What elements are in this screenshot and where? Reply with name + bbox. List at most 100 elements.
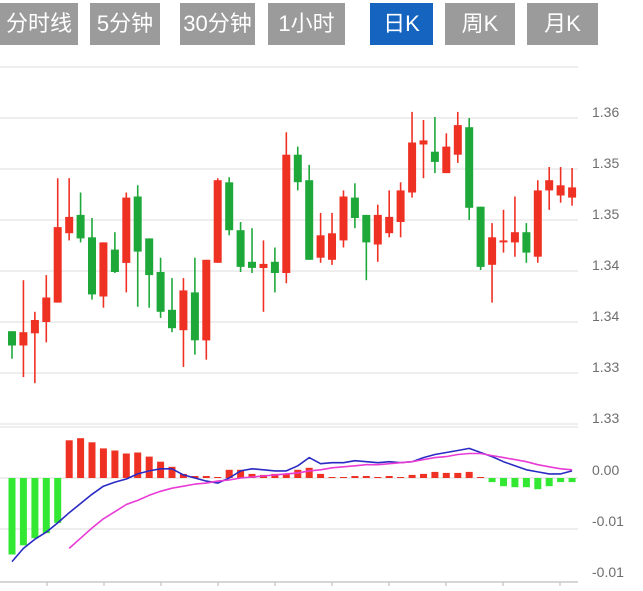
macd-bar xyxy=(168,466,176,478)
tab-1hour[interactable]: 1小时 xyxy=(268,3,345,45)
macd-bar xyxy=(397,477,405,478)
candle-body xyxy=(53,227,62,303)
price-tick-label: 1.36 xyxy=(592,104,619,120)
tab-30min[interactable]: 30分钟 xyxy=(180,3,255,45)
candle-body xyxy=(30,320,39,334)
macd-bar xyxy=(374,477,382,478)
candle-body xyxy=(179,290,188,331)
candle-body xyxy=(545,180,554,191)
macd-bar xyxy=(191,476,199,478)
price-axis-labels: 1.36 1.35 1.35 1.34 1.34 1.33 1.33 xyxy=(592,104,619,426)
macd-bar xyxy=(77,438,85,478)
macd-bar xyxy=(225,469,233,478)
candle-body xyxy=(145,238,154,276)
macd-tick-label: -0.01 xyxy=(592,564,624,580)
candle-body xyxy=(533,190,542,257)
candle-body xyxy=(568,187,577,198)
macd-bar xyxy=(408,474,416,478)
candle-body xyxy=(419,140,428,145)
macd-bar xyxy=(54,478,62,523)
macd-bar xyxy=(362,476,370,478)
macd-dif-line xyxy=(11,447,573,563)
candle-body xyxy=(19,332,28,346)
macd-dea-line xyxy=(68,452,573,549)
tab-5min[interactable]: 5分钟 xyxy=(90,3,160,45)
macd-bar xyxy=(8,478,16,555)
candle-body xyxy=(76,214,85,239)
candle-body xyxy=(225,182,234,231)
candle-body xyxy=(442,146,451,174)
candle-body xyxy=(396,190,405,222)
macd-bar xyxy=(488,478,496,483)
candle-body xyxy=(499,240,508,243)
tab-weekly-k[interactable]: 周K xyxy=(445,3,515,45)
macd-tick-label: 0.00 xyxy=(592,462,619,478)
macd-bar xyxy=(19,478,27,546)
candle-body xyxy=(259,263,268,268)
macd-bar xyxy=(568,478,576,483)
candle-body xyxy=(213,180,222,263)
macd-bar xyxy=(511,478,519,488)
macd-axis-labels: 0.00 -0.01 -0.01 xyxy=(592,462,624,580)
macd-bar xyxy=(237,469,245,478)
macd-bar xyxy=(500,478,507,487)
candle-body xyxy=(305,180,314,260)
macd-bar xyxy=(351,476,359,478)
macd-bar xyxy=(545,478,553,487)
macd-bar xyxy=(202,476,210,478)
macd-bar xyxy=(31,478,39,539)
macd-bar xyxy=(431,471,439,478)
candle-body xyxy=(385,216,394,234)
candle-body xyxy=(556,185,565,196)
period-tab-bar: 分时线 5分钟 30分钟 1小时 日K 周K 月K xyxy=(0,0,643,48)
macd-bar xyxy=(454,472,462,478)
candle-body xyxy=(88,237,96,295)
tab-time-line[interactable]: 分时线 xyxy=(0,3,78,45)
candle-body xyxy=(202,259,211,341)
candle-body xyxy=(8,331,16,346)
candlesticks xyxy=(8,111,577,384)
macd-bar xyxy=(282,473,290,478)
candle-body xyxy=(510,232,519,243)
candle-body xyxy=(465,127,474,208)
macd-histogram xyxy=(8,438,576,555)
candle-body xyxy=(248,261,256,268)
candle-body xyxy=(362,214,371,243)
macd-bar xyxy=(557,478,565,483)
candle-body xyxy=(42,297,51,322)
macd-bar xyxy=(305,467,313,478)
candle-body xyxy=(522,232,531,253)
candle-body xyxy=(373,214,382,245)
kline-chart: 1.36 1.35 1.35 1.34 1.34 1.33 1.33 0.00 -0.01 -0.… xyxy=(0,48,643,586)
macd-bar xyxy=(420,473,427,478)
macd-bar xyxy=(465,471,473,478)
candle-body xyxy=(488,237,497,265)
macd-bar xyxy=(42,478,50,534)
candle-body xyxy=(408,142,417,193)
candle-body xyxy=(430,151,439,162)
tab-daily-k[interactable]: 日K xyxy=(370,3,433,45)
candle-body xyxy=(476,206,485,267)
macd-bar xyxy=(122,453,130,478)
macd-bar xyxy=(157,461,165,478)
macd-bar xyxy=(385,476,393,478)
macd-bar xyxy=(522,478,530,488)
tab-monthly-k[interactable]: 月K xyxy=(527,3,598,45)
candle-body xyxy=(236,230,245,267)
macd-bar xyxy=(534,478,542,490)
candle-body xyxy=(133,196,142,252)
price-tick-label: 1.34 xyxy=(592,257,619,273)
candle-body xyxy=(270,261,279,273)
macd-bar xyxy=(111,450,119,478)
macd-bar xyxy=(328,477,336,478)
candle-body xyxy=(328,233,336,260)
candle-body xyxy=(453,125,462,155)
macd-bar xyxy=(179,473,187,478)
price-tick-label: 1.34 xyxy=(592,308,619,324)
candle-body xyxy=(316,235,325,258)
candle-body xyxy=(350,197,359,218)
candle-body xyxy=(190,292,199,341)
kline-chart-canvas: 1.36 1.35 1.35 1.34 1.34 1.33 1.33 0.00 -0.01 -0.… xyxy=(0,66,624,586)
macd-bar xyxy=(88,442,96,478)
macd-bar xyxy=(340,477,347,478)
